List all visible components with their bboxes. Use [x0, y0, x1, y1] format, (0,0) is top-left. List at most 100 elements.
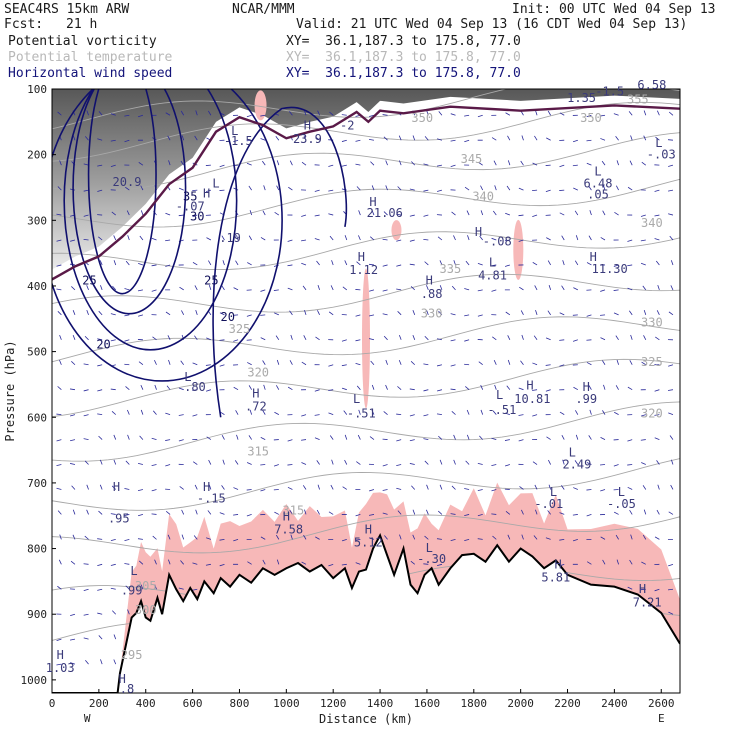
wind-vector [385, 185, 388, 191]
wind-vector [276, 559, 280, 565]
wind-vector [411, 161, 416, 166]
wind-vector [589, 409, 592, 415]
wind-vector [151, 437, 157, 440]
pv-extremum-label: -.51 [347, 406, 376, 420]
wind-vector [140, 185, 144, 191]
wind-vector [151, 264, 157, 267]
wind-vector [423, 438, 429, 440]
wind-vector [548, 459, 552, 465]
field-xy-wind: XY= 36.1,187.3 to 175.8, 77.0 [286, 66, 521, 81]
wind-vector [97, 563, 103, 567]
wind-vector [641, 161, 647, 166]
wind-vector [613, 464, 619, 467]
pv-extremum-label: L [550, 485, 557, 499]
wind-vector [396, 213, 402, 216]
wind-vector [98, 111, 103, 116]
wind-vector [195, 110, 198, 116]
wind-vector [572, 339, 578, 342]
wind-vector [205, 189, 211, 193]
wind-vector [615, 135, 619, 141]
wind-vector [629, 310, 633, 316]
wind-vector [640, 239, 646, 242]
wind-vector [262, 410, 266, 415]
wind-vector [493, 160, 497, 166]
wind-vector [654, 214, 660, 217]
wind-vector [260, 436, 266, 440]
wind-vector [192, 562, 198, 565]
wind-vector [113, 235, 117, 241]
pv-extremum-label: H [113, 480, 120, 494]
wind-vector [124, 563, 130, 565]
wind-vector [124, 339, 130, 342]
wind-vector [668, 111, 674, 116]
wind-vector [600, 489, 606, 492]
wind-vector [545, 189, 551, 193]
wind-vector [504, 264, 510, 267]
wind-vector [219, 164, 225, 168]
wind-vector [219, 312, 225, 316]
wind-vector [287, 287, 293, 291]
wind-vector [559, 538, 565, 541]
wind-vector [559, 312, 565, 316]
wind-vector [668, 213, 674, 216]
wind-vector [465, 386, 470, 390]
wind-vector [547, 110, 551, 116]
x-tick-label: 1000 [273, 697, 300, 710]
wind-vector [627, 264, 633, 267]
wind-vector [206, 337, 212, 341]
wind-vector [316, 260, 320, 266]
wind-vector [276, 359, 280, 365]
wind-vector [344, 235, 348, 241]
wind-vector [396, 487, 402, 490]
wind-vector [572, 538, 578, 542]
wind-vector [424, 136, 429, 141]
wind-vector [83, 613, 89, 616]
wind-vector [330, 285, 334, 291]
wind-vector [504, 439, 510, 441]
wind-vector [477, 489, 483, 492]
wind-vector [369, 537, 375, 540]
wind-vector [559, 212, 565, 216]
wind-vector [643, 335, 647, 340]
wind-vector [657, 484, 660, 490]
wind-vector [410, 560, 415, 565]
wind-vector [423, 214, 429, 217]
wind-vector [409, 214, 415, 217]
wind-vector [426, 285, 429, 291]
wind-vector [464, 288, 470, 291]
wind-vector [426, 484, 429, 490]
pv-extremum-label: 7.58 [274, 522, 303, 536]
pv-extremum-label: H [203, 480, 210, 494]
wind-vector [491, 437, 497, 440]
wind-vector [167, 335, 171, 340]
wind-vector [667, 389, 674, 391]
wind-vector [181, 310, 185, 316]
pv-extremum-label: 2.49 [562, 457, 591, 471]
wind-vector [519, 486, 524, 490]
wind-vector [588, 235, 592, 241]
wind-vector [478, 162, 483, 166]
wind-vector [314, 189, 320, 192]
wind-vector [99, 459, 103, 465]
wind-vector [192, 262, 198, 266]
wind-vector [194, 335, 198, 341]
wind-vector [246, 514, 252, 517]
wind-vector [657, 110, 660, 116]
wind-vector [152, 336, 157, 341]
wind-vector [532, 162, 538, 166]
wind-vector [464, 538, 470, 542]
wind-vector [179, 286, 184, 291]
wind-vector [154, 559, 157, 565]
wind-vector [534, 484, 538, 490]
wind-vector [545, 364, 551, 366]
wind-vector [504, 464, 510, 467]
wind-vector [437, 510, 443, 515]
pv-extremum-label: -.30 [417, 552, 446, 566]
pv-extremum-label: 20.9 [113, 175, 142, 189]
wind-vector [260, 114, 266, 117]
wind-vector [613, 312, 619, 316]
wind-vector [222, 260, 225, 266]
wind-vector [629, 360, 633, 365]
wind-vector [477, 514, 483, 517]
wind-vector [518, 439, 524, 442]
